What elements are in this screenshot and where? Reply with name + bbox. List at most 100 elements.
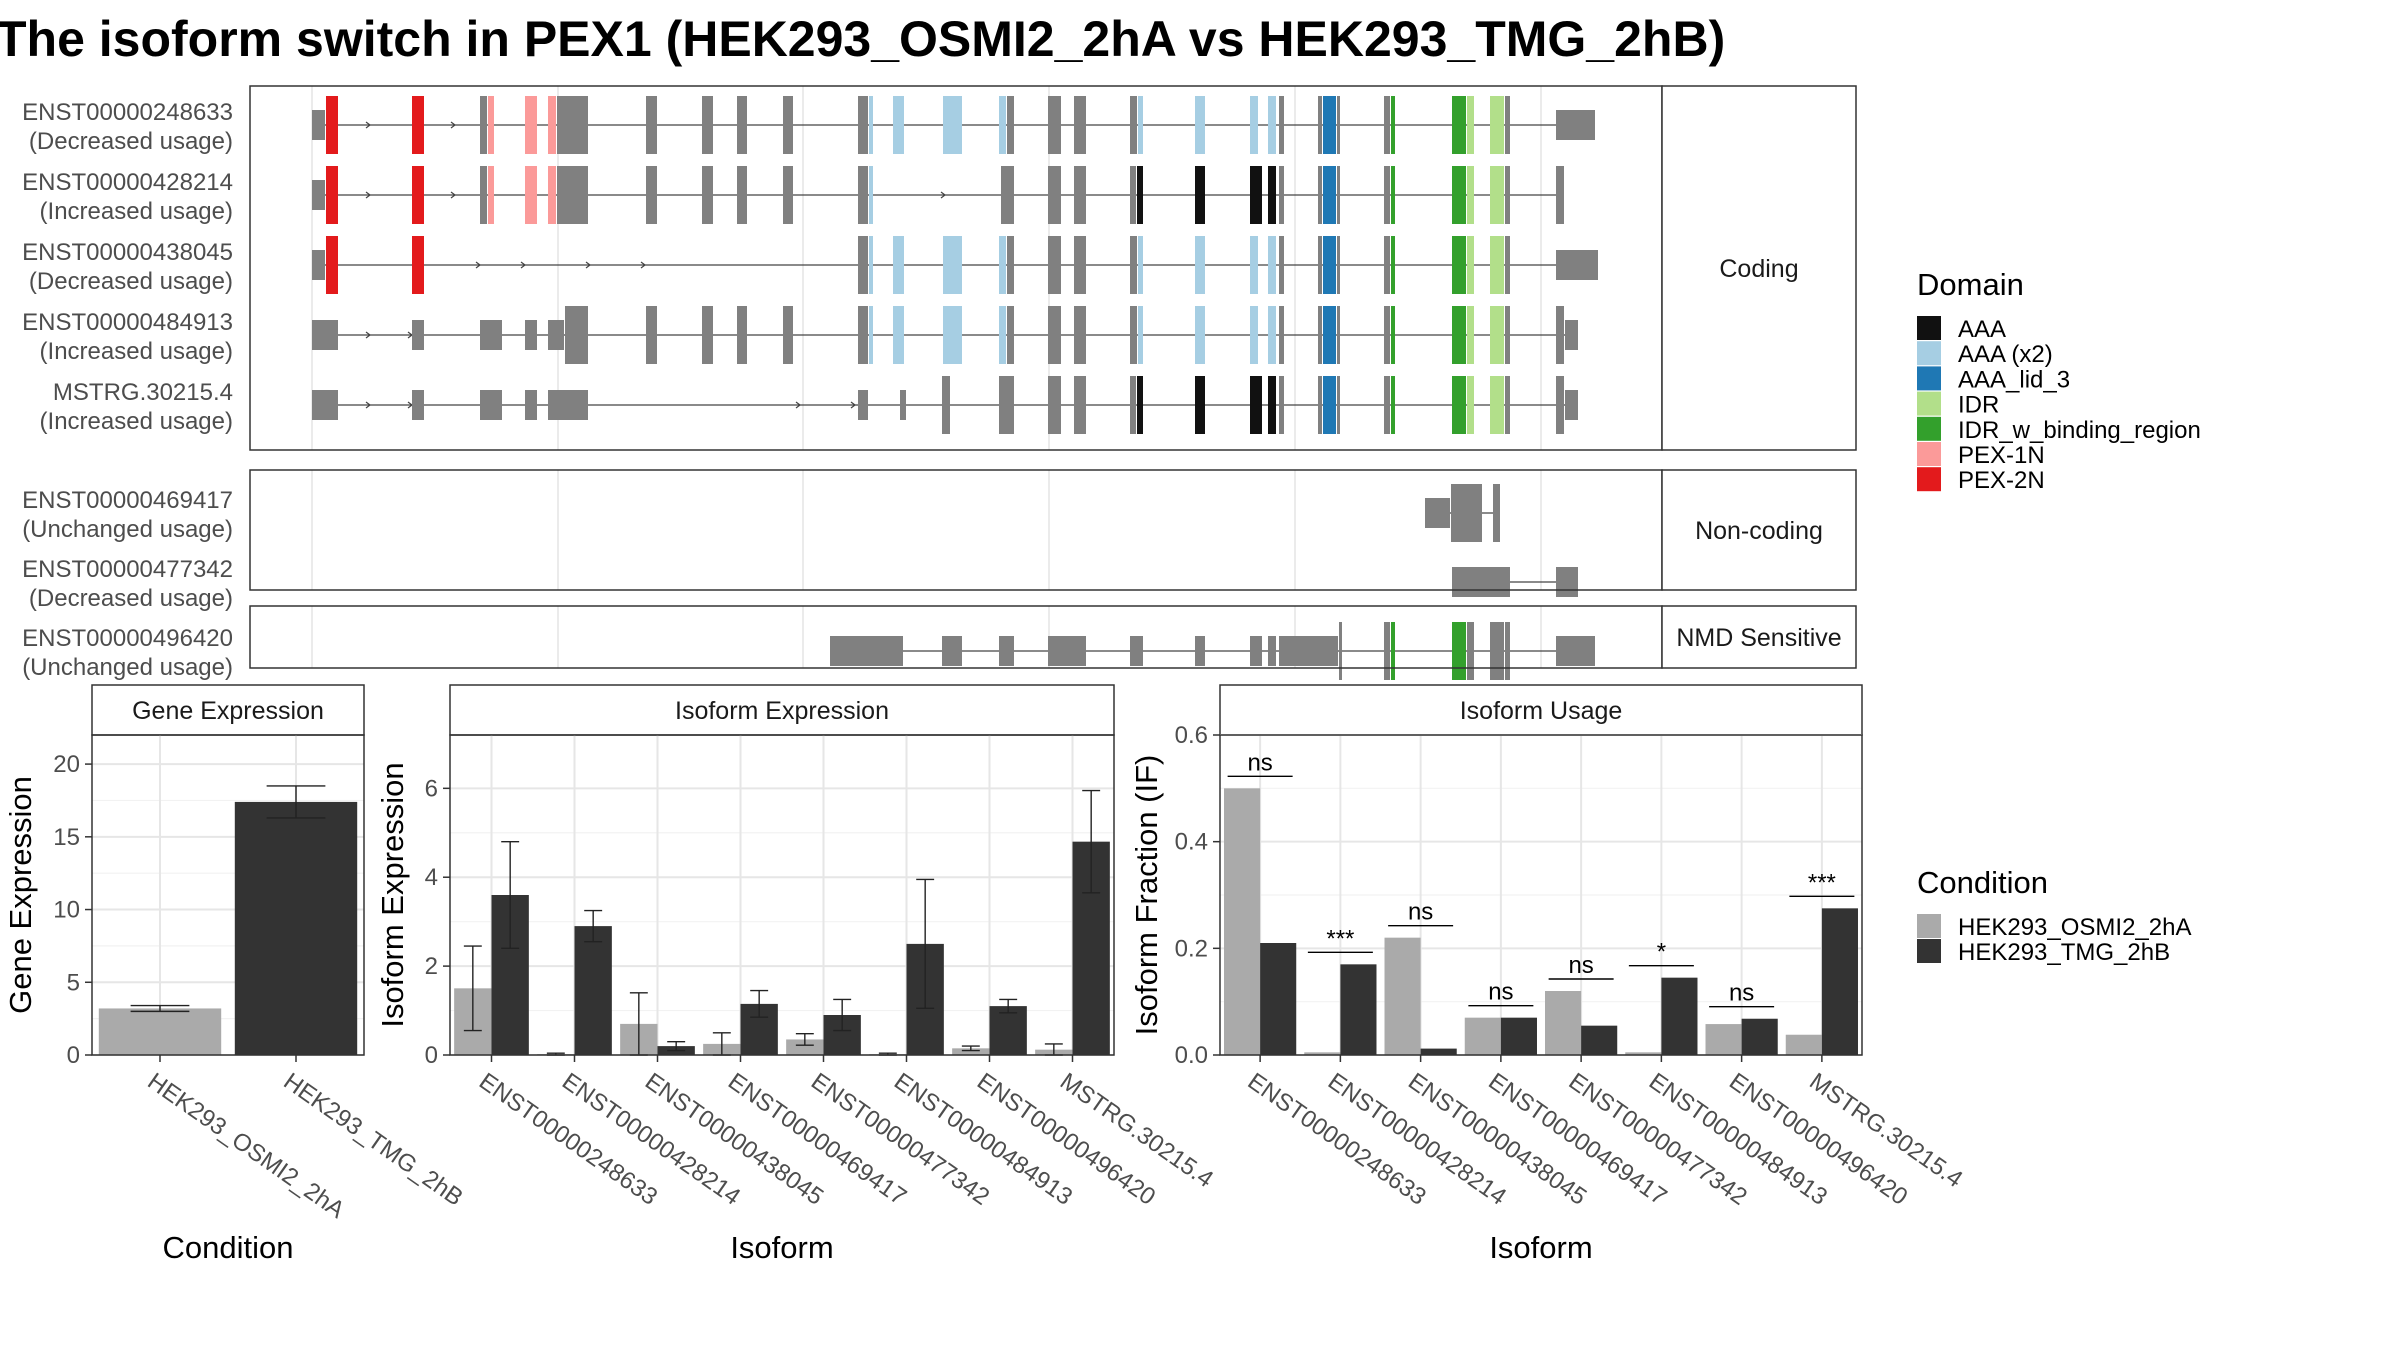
exon-block [480,390,502,420]
exon-block [412,320,424,350]
structure-strip [1661,469,1857,591]
exon-block [1195,96,1205,154]
bar [1304,1052,1341,1055]
exon-block [1323,306,1336,364]
exon-block [312,390,338,420]
exon-block [1452,376,1466,434]
exon-block [1250,636,1262,666]
bar [1581,1025,1618,1055]
y-axis-title: Isoform Expression [375,762,410,1027]
strand-arrow [365,121,371,129]
exon-block [412,390,424,420]
transcript-name: ENST00000496420 [22,625,233,652]
y-tick-label: 0.6 [1175,722,1208,749]
exon-block [869,166,873,224]
condition-legend-title: Condition [1917,865,2048,900]
exon-block [999,236,1006,294]
domain-legend-key [1917,341,1941,366]
exon-block [942,376,950,434]
exon-block [326,236,338,294]
transcript-usage: (Decreased usage) [29,128,233,155]
exon-block [525,96,537,154]
exon-block [1493,484,1500,542]
exon-block [557,96,588,154]
exon-block [1425,498,1450,528]
exon-block [893,306,904,364]
y-tick-label: 0.4 [1175,829,1208,856]
y-tick-label: 0.2 [1175,935,1208,962]
exon-block [1337,306,1340,364]
exon-block [480,96,487,154]
exon-block [1323,376,1336,434]
exon-block [869,96,873,154]
exon-block [1048,306,1061,364]
exon-block [1452,306,1466,364]
chart-panel-border [1219,734,1863,1056]
condition-legend-label: HEK293_OSMI2_2hA [1958,914,2191,941]
isoform-usage-chart: Isoform Usage ns *** ns ns ns * ns *** 0.0 0.2 0.4 0… [1129,684,1967,1265]
exon-block [1138,306,1143,364]
exon-block [1279,306,1284,364]
exon-block [1268,636,1276,666]
exon-block [1490,306,1504,364]
strand-arrow [450,121,456,129]
exon-block [1130,636,1143,666]
chart-title: Gene Expression [132,697,324,725]
exon-block [1467,96,1474,154]
exon-block [1074,236,1086,294]
exon-block [1323,236,1336,294]
exon-block [869,306,873,364]
exon-block [488,96,494,154]
exon-block [1279,96,1284,154]
y-tick-label: 15 [53,824,80,851]
exon-block [1505,622,1510,680]
exon-block [1048,96,1061,154]
exon-block [1384,96,1390,154]
exon-block [1195,166,1205,224]
exon-block [737,166,747,224]
bar [98,1008,222,1055]
bar [1785,1034,1822,1055]
structure-panel-background [250,470,1662,590]
exon-block [1565,320,1578,350]
exon-block [1505,236,1510,294]
transcript-usage: (Unchanged usage) [22,516,233,543]
strand-arrow [795,401,801,409]
exon-block [1490,236,1504,294]
exon-block [1250,306,1258,364]
structure-strip-label: NMD Sensitive [1676,624,1841,652]
structure-strip-label: Non-coding [1695,517,1823,545]
structure-strip [1661,605,1857,669]
significance-label: ns [1568,952,1593,979]
bar [1224,788,1261,1055]
significance-label: ns [1408,899,1433,926]
domain-legend-label: PEX-1N [1958,442,2045,469]
exon-block [1268,376,1276,434]
strand-arrow [850,401,856,409]
significance-label: *** [1808,869,1836,896]
exon-block [1384,622,1390,680]
exon-block [326,96,338,154]
exon-block [900,390,906,420]
domain-legend-key [1917,391,1941,416]
strand-arrow [585,261,591,269]
exon-block [1250,166,1262,224]
exon-block [1556,567,1578,597]
significance-label: ns [1247,749,1272,776]
transcript-name: ENST00000484913 [22,309,233,336]
exon-block [1391,96,1395,154]
exon-block [1318,376,1322,434]
strand-arrow [365,191,371,199]
exon-block [1556,110,1595,140]
exon-block [1279,166,1284,224]
exon-block [1001,166,1014,224]
strand-arrow [940,191,946,199]
exon-block [1318,306,1322,364]
transcript-usage: (Decreased usage) [29,268,233,295]
exon-block [312,180,325,210]
exon-block [312,250,325,280]
y-tick-label: 10 [53,897,80,924]
x-axis-title: Isoform [1489,1230,1592,1265]
